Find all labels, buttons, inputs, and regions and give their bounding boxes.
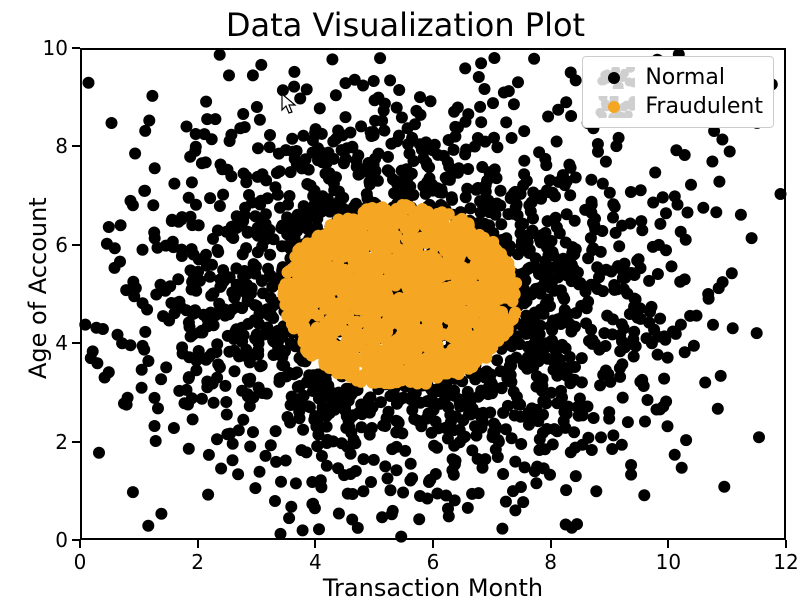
y-tick-mark	[72, 342, 80, 344]
x-tick-mark	[314, 540, 316, 548]
y-tick-label: 10	[40, 36, 68, 60]
y-tick-label: 6	[40, 233, 68, 257]
chart-title: Data Visualization Plot	[0, 6, 811, 44]
x-tick-label: 0	[74, 550, 87, 574]
chart-figure: Data Visualization Plot Normal Fraudulent…	[0, 0, 811, 610]
x-tick-mark	[432, 540, 434, 548]
y-tick-label: 4	[40, 331, 68, 355]
y-tick-mark	[72, 441, 80, 443]
y-tick-mark	[72, 244, 80, 246]
y-tick-mark	[72, 47, 80, 49]
legend-box: Normal Fraudulent	[582, 56, 774, 128]
x-tick-label: 4	[309, 550, 322, 574]
x-tick-label: 10	[656, 550, 681, 574]
x-tick-label: 8	[544, 550, 557, 574]
x-tick-mark	[667, 540, 669, 548]
y-tick-label: 0	[40, 528, 68, 552]
y-tick-label: 8	[40, 134, 68, 158]
x-tick-mark	[785, 540, 787, 548]
x-tick-mark	[197, 540, 199, 548]
legend-label: Normal	[645, 65, 725, 90]
legend-swatch	[593, 67, 635, 89]
plot-area: Normal Fraudulent	[80, 48, 786, 540]
legend-item: Fraudulent	[593, 92, 763, 121]
x-tick-mark	[79, 540, 81, 548]
legend-label: Fraudulent	[645, 94, 763, 119]
x-axis-label: Transaction Month	[80, 574, 786, 602]
x-tick-label: 2	[191, 550, 204, 574]
x-tick-mark	[550, 540, 552, 548]
legend-item: Normal	[593, 63, 763, 92]
y-tick-mark	[72, 539, 80, 541]
legend-swatch	[593, 96, 635, 118]
x-tick-label: 12	[773, 550, 798, 574]
y-tick-label: 2	[40, 430, 68, 454]
y-tick-mark	[72, 145, 80, 147]
x-tick-label: 6	[427, 550, 440, 574]
